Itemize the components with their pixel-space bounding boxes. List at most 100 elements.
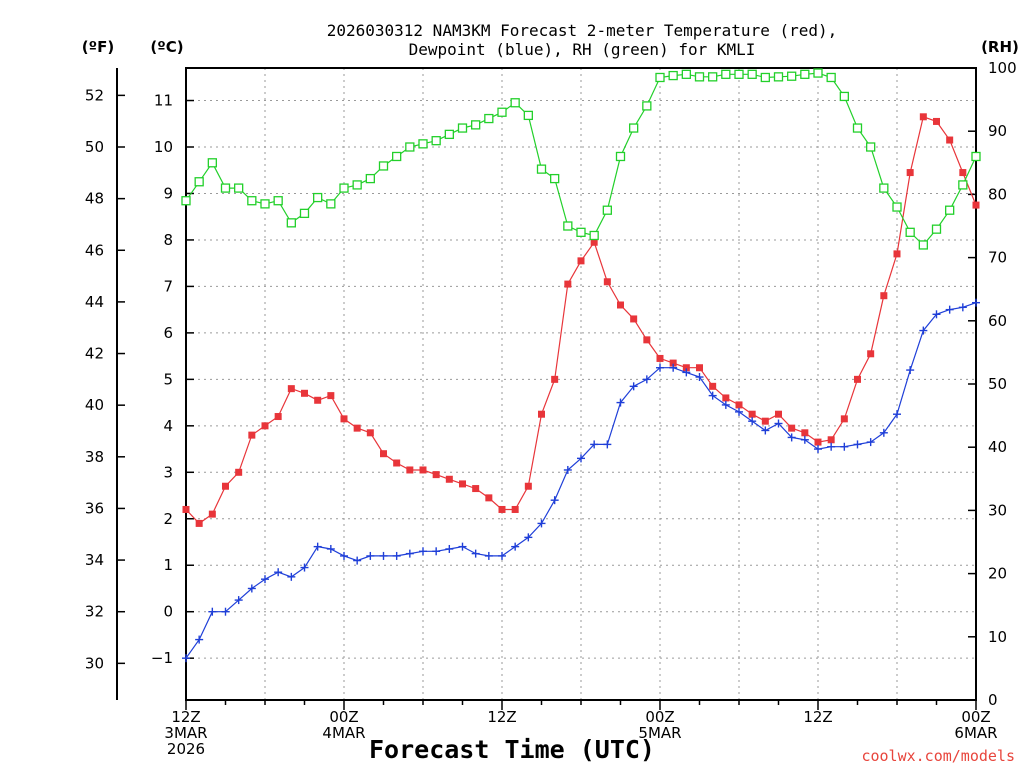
rh-point: [220, 183, 231, 193]
temperature-point: [314, 396, 322, 404]
credit-label: coolwx.com/models: [861, 747, 1015, 765]
temperature-point: [603, 278, 611, 286]
dewpoint-point: [642, 375, 651, 384]
rh-point: [550, 173, 560, 184]
dewpoint-point: [906, 366, 915, 375]
fahrenheit-tick-label: 50: [85, 138, 104, 156]
dewpoint-point: [932, 310, 941, 319]
celsius-tick-label: 10: [154, 138, 173, 156]
x-tick-label: 00Z: [329, 708, 358, 726]
dewpoint-point: [511, 542, 520, 551]
dewpoint-point: [919, 326, 928, 335]
dewpoint-point: [471, 549, 480, 558]
temperature-point: [380, 450, 387, 458]
temperature-point: [722, 394, 730, 402]
dewpoint-point: [274, 568, 283, 577]
rh-point: [207, 158, 217, 168]
fahrenheit-unit-label: (ºF): [82, 38, 114, 56]
temperature-point: [643, 336, 651, 344]
x-tick-label: 6MAR: [954, 724, 997, 742]
dewpoint-point: [550, 496, 559, 505]
data-series: [181, 68, 981, 663]
rh-point: [800, 69, 810, 79]
celsius-tick-label: 9: [163, 184, 173, 202]
tick-labels: 303234363840424446485052−101234567891011…: [85, 59, 1017, 758]
temperature-point: [682, 364, 690, 372]
dewpoint-point: [827, 442, 836, 451]
rh-point: [444, 129, 454, 140]
x-tick-label: 00Z: [961, 708, 990, 726]
rh-unit-label: (RH): [981, 38, 1019, 56]
temperature-point: [248, 431, 256, 439]
temperature-point: [893, 250, 901, 258]
rh-point: [510, 98, 520, 108]
dewpoint-point: [326, 544, 335, 553]
rh-point: [787, 71, 797, 81]
temperature-point: [867, 350, 875, 358]
celsius-tick-label: 1: [163, 556, 173, 574]
temperature-point: [854, 375, 861, 383]
rh-point: [286, 218, 296, 228]
rh-point: [536, 164, 547, 174]
rh-point: [378, 161, 389, 171]
temperature-point: [590, 238, 598, 246]
rh-point: [602, 205, 612, 215]
temperature-point: [261, 422, 269, 430]
temperature-point: [538, 410, 545, 418]
dewpoint-point: [498, 551, 506, 560]
temperature-point: [959, 169, 967, 177]
dewpoint-point: [814, 445, 822, 454]
temperature-point: [919, 113, 927, 121]
dewpoint-point: [735, 407, 743, 416]
rh-point: [418, 139, 428, 149]
temperature-point: [301, 389, 308, 397]
dewpoint-point: [247, 584, 256, 593]
temperature-point: [814, 438, 822, 446]
rh-point: [826, 72, 836, 83]
x-tick-label: 00Z: [645, 708, 674, 726]
rh-tick-label: 90: [988, 122, 1007, 140]
rh-point: [339, 183, 349, 193]
rh-point: [773, 72, 784, 82]
temperature-point: [788, 424, 796, 432]
dewpoint-point: [300, 563, 309, 572]
temperature-point: [235, 468, 243, 476]
rh-point: [326, 199, 336, 209]
dewpoint-point: [945, 305, 954, 314]
dewpoint-point: [893, 410, 901, 419]
rh-tick-label: 20: [988, 565, 1007, 583]
dewpoint-point: [195, 635, 204, 644]
temperature-point: [459, 480, 466, 488]
rh-point: [576, 227, 586, 237]
rh-point: [405, 142, 415, 152]
fahrenheit-tick-label: 42: [85, 345, 104, 363]
temperature-point: [577, 257, 585, 265]
dewpoint-point: [563, 465, 572, 474]
fahrenheit-tick-label: 30: [85, 654, 104, 672]
rh-point: [905, 227, 915, 237]
temperature-point: [656, 354, 664, 362]
temperature-point: [946, 136, 954, 144]
fahrenheit-tick-label: 34: [85, 551, 104, 569]
temperature-point: [366, 429, 374, 437]
chart-title-line2: Dewpoint (blue), RH (green) for KMLI: [409, 40, 756, 59]
rh-point: [734, 69, 744, 79]
temperature-point: [524, 482, 532, 490]
fahrenheit-tick-label: 32: [85, 603, 104, 621]
celsius-tick-label: 2: [163, 510, 173, 528]
rh-tick-label: 70: [988, 249, 1007, 267]
dewpoint-point: [287, 572, 296, 581]
dewpoint-point: [208, 607, 217, 616]
dewpoint-point: [577, 454, 585, 463]
rh-point: [484, 113, 494, 124]
temperature-point: [445, 475, 453, 483]
dewpoint-point: [866, 438, 875, 447]
dewpoint-point: [616, 398, 625, 407]
grid: [186, 68, 976, 700]
dewpoint-point: [840, 442, 849, 451]
dewpoint-point: [458, 542, 467, 551]
dewpoint-point: [800, 435, 809, 444]
dewpoint-point: [261, 575, 269, 584]
temperature-point: [880, 292, 888, 300]
temperature-point: [669, 359, 677, 367]
